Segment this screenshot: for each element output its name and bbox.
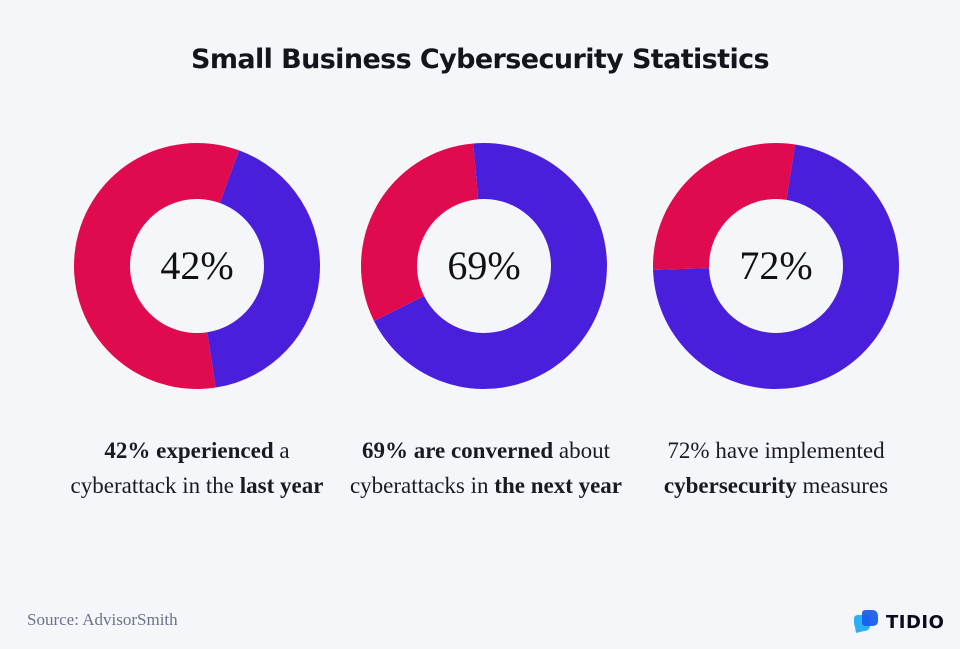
caption-part: 42% experienced	[104, 438, 274, 463]
caption-part: cybersecurity	[663, 473, 797, 498]
caption-1: 42% experienced a cyberattack in the las…	[52, 433, 342, 503]
donut-segment-remainder	[361, 143, 479, 322]
donut-segment-value	[653, 144, 899, 389]
caption-2: 69% are converned about cyberattacks in …	[341, 433, 631, 503]
donut-segment-value	[207, 150, 320, 388]
caption-part: the next year	[494, 473, 623, 498]
caption-part: 72% have implemented	[667, 438, 885, 463]
donut-chart-2: 69%	[361, 143, 607, 389]
caption-part: about cyberattacks in	[349, 438, 611, 498]
donut-center-label: 42%	[160, 243, 233, 288]
donut-center-label: 69%	[447, 243, 520, 288]
caption-part: 69% are converned	[361, 438, 554, 463]
donut-segment-remainder	[73, 142, 240, 389]
brand-name: TIDIO	[886, 611, 945, 633]
donut-center-label: 72%	[739, 243, 812, 288]
caption-part: a cyberattack in the	[70, 438, 290, 498]
donut-segment-remainder	[653, 142, 796, 270]
donut-chart-3: 72%	[653, 142, 899, 389]
source-note: Source: AdvisorSmith	[27, 610, 178, 629]
caption-part: measures	[796, 473, 889, 498]
caption-part: last year	[239, 473, 324, 498]
brand-logo: TIDIO	[852, 609, 944, 635]
donut-segment-value	[374, 143, 607, 389]
donut-chart-1: 42%	[73, 142, 320, 389]
chart-title: Small Business Cybersecurity Statistics	[190, 44, 770, 75]
tidio-logo-icon	[854, 610, 878, 633]
caption-3: 72% have implemented cybersecurity measu…	[631, 433, 921, 503]
